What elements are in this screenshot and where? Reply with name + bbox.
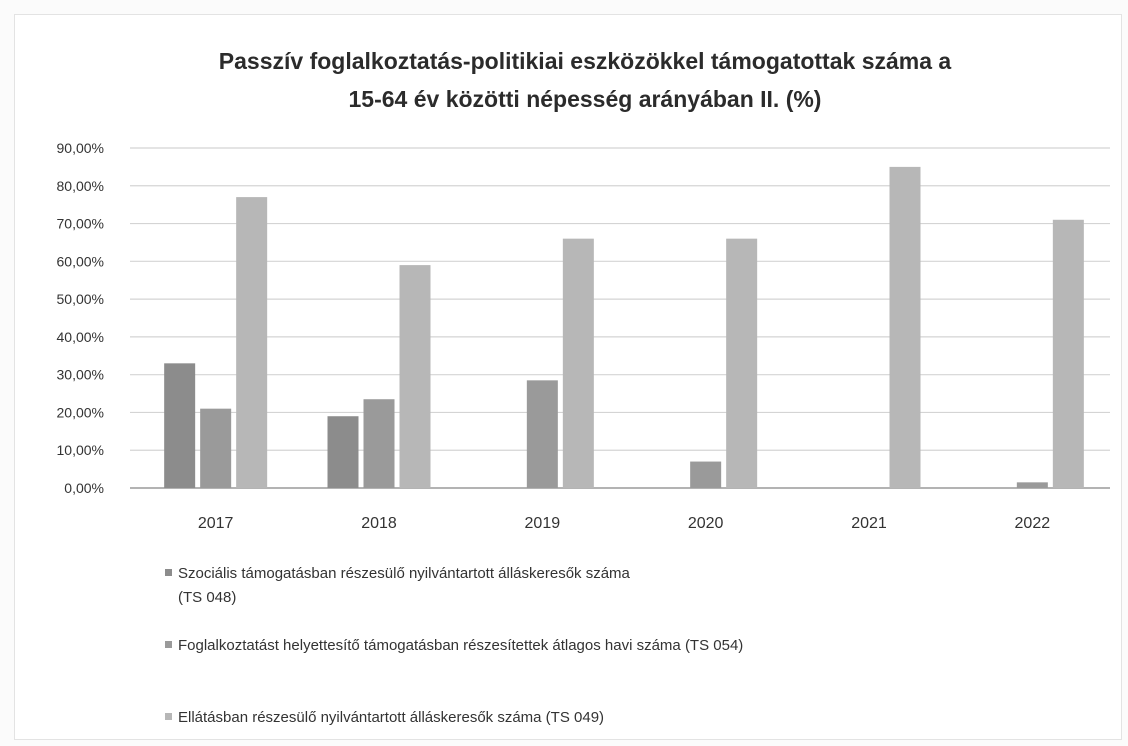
legend-swatch-ts048 — [165, 568, 172, 576]
bar-2020-series-2 — [690, 461, 722, 488]
chart-title-line-2: 15-64 év közötti népesség arányában II. … — [348, 86, 822, 112]
y-tick-label: 70,00% — [57, 216, 104, 232]
legend-label-ts049: Ellátásban részesülő nyilvántartott állá… — [178, 709, 605, 726]
gridlines — [130, 147, 1110, 489]
bar-2017-series-1 — [164, 363, 196, 488]
legend-swatch-ts049 — [165, 712, 172, 720]
x-tick-label-2022: 2022 — [1015, 515, 1051, 532]
x-tick-label-2017: 2017 — [198, 515, 234, 532]
bar-2019-series-2 — [526, 380, 558, 488]
bar-2020-series-3 — [726, 238, 758, 488]
y-axis-ticks: 0,00% 10,00% 20,00% 30,00% 40,00% 50,00% 60,00… — [57, 140, 104, 496]
bar-2017-series-2 — [200, 408, 232, 488]
x-tick-label-2019: 2019 — [525, 515, 561, 532]
y-tick-label: 10,00% — [57, 442, 104, 458]
bars — [164, 166, 1084, 488]
bar-2018-series-2 — [363, 399, 395, 488]
x-tick-label-2018: 2018 — [361, 515, 397, 532]
y-tick-label: 60,00% — [57, 253, 104, 269]
legend-item-ts054: Foglalkoztatást helyettesítő támogatásba… — [165, 634, 743, 658]
bar-2017-series-3 — [236, 197, 268, 488]
y-tick-label: 20,00% — [57, 404, 104, 420]
chart-title-line-1: Passzív foglalkoztatás-politikiai eszköz… — [218, 48, 952, 74]
x-tick-label-2020: 2020 — [688, 515, 724, 532]
y-tick-label: 40,00% — [57, 329, 104, 345]
bar-2018-series-3 — [399, 265, 431, 488]
legend-label-ts048-line-2: (TS 048) — [178, 589, 237, 606]
x-axis-ticks: 2017 2018 2019 2020 2021 2022 — [198, 515, 1050, 532]
y-tick-label: 90,00% — [57, 140, 104, 156]
bar-2022-series-2 — [1016, 482, 1048, 488]
y-tick-label: 30,00% — [57, 367, 104, 383]
y-tick-label: 0,00% — [64, 480, 104, 496]
legend-item-ts048: Szociális támogatásban részesülő nyilván… — [165, 562, 630, 610]
legend-item-ts049: Ellátásban részesülő nyilvántartott állá… — [165, 706, 604, 730]
y-tick-label: 50,00% — [57, 291, 104, 307]
bar-2018-series-1 — [327, 416, 359, 488]
bar-2022-series-3 — [1052, 219, 1084, 488]
x-tick-label-2021: 2021 — [851, 515, 887, 532]
legend-label-ts048-line-1: Szociális támogatásban részesülő nyilván… — [178, 565, 630, 582]
legend-swatch-ts054 — [165, 640, 172, 648]
bar-2021-series-3 — [889, 166, 921, 488]
y-tick-label: 80,00% — [57, 178, 104, 194]
bar-2019-series-3 — [562, 238, 594, 488]
legend-label-ts054: Foglalkoztatást helyettesítő támogatásba… — [178, 637, 744, 654]
chart-title: Passzív foglalkoztatás-politikiai eszköz… — [110, 42, 1060, 118]
